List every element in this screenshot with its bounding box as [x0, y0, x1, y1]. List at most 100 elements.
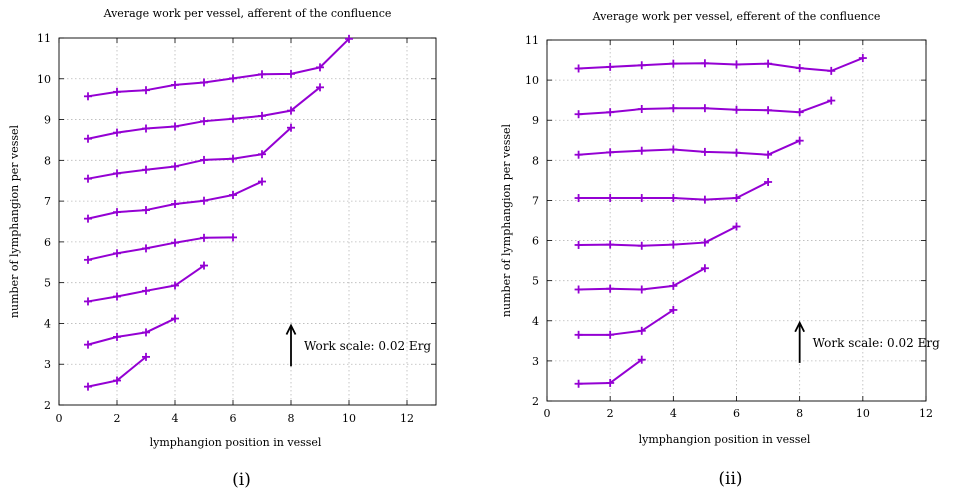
data-point: [229, 154, 237, 163]
data-point: [637, 241, 646, 250]
data-point: [316, 63, 324, 72]
data-point: [113, 169, 121, 178]
data-point: [637, 61, 646, 70]
x-tick-label: 0: [56, 412, 63, 425]
y-tick-label: 2: [44, 399, 51, 412]
data-point: [700, 195, 709, 204]
y-tick-label: 7: [532, 194, 539, 207]
subfigure-caption: (ii): [718, 469, 742, 489]
data-point: [795, 108, 804, 117]
y-tick-label: 3: [44, 358, 51, 371]
data-point: [113, 249, 121, 258]
data-point: [200, 261, 208, 270]
data-point: [764, 106, 773, 115]
data-point: [606, 240, 615, 249]
x-tick-label: 2: [607, 407, 614, 420]
x-tick-label: 4: [172, 412, 179, 425]
chart-title: Average work per vessel, efferent of the…: [592, 10, 881, 23]
data-point: [669, 305, 678, 314]
scale-arrow-head: [794, 320, 805, 333]
data-point: [229, 114, 237, 123]
x-tick-label: 12: [919, 407, 933, 420]
series-line-2: [578, 309, 674, 336]
data-point: [637, 194, 646, 203]
data-point: [827, 66, 836, 75]
y-tick-label: 4: [532, 315, 539, 328]
data-point: [229, 233, 237, 242]
x-tick-label: 4: [670, 407, 677, 420]
data-point: [142, 165, 150, 174]
y-tick-label: 5: [44, 277, 51, 290]
data-point: [637, 104, 646, 113]
data-point: [142, 286, 150, 295]
series-line-8: [578, 57, 864, 72]
x-tick-label: 8: [288, 412, 295, 425]
data-point: [732, 105, 741, 114]
data-point: [669, 194, 678, 203]
y-tick-label: 10: [525, 74, 539, 87]
data-point: [827, 96, 836, 105]
data-point: [229, 190, 237, 199]
data-point: [574, 330, 583, 339]
data-point: [142, 352, 150, 361]
data-point: [258, 70, 266, 79]
series-line-2: [87, 317, 176, 346]
x-tick-label: 10: [856, 407, 870, 420]
data-point: [637, 285, 646, 294]
data-point: [142, 86, 150, 95]
x-tick-label: 0: [544, 407, 551, 420]
data-point: [606, 62, 615, 71]
data-point: [345, 34, 353, 43]
data-point: [574, 285, 583, 294]
work-scale-label: Work scale: 0.02 Erg: [304, 339, 431, 353]
data-point: [171, 238, 179, 247]
y-tick-label: 10: [37, 73, 51, 86]
data-point: [574, 110, 583, 119]
data-point: [669, 240, 678, 249]
data-point: [795, 64, 804, 73]
data-point: [142, 244, 150, 253]
data-point: [669, 145, 678, 154]
data-point: [142, 328, 150, 337]
y-tick-label: 5: [532, 275, 539, 288]
data-point: [84, 382, 92, 391]
x-tick-label: 6: [230, 412, 237, 425]
data-point: [171, 122, 179, 131]
data-point: [637, 146, 646, 155]
data-point: [84, 134, 92, 143]
work-scale-label: Work scale: 0.02 Erg: [813, 336, 940, 350]
y-tick-label: 3: [532, 355, 539, 368]
data-point: [637, 326, 646, 335]
data-point: [84, 340, 92, 349]
data-point: [574, 150, 583, 159]
data-point: [113, 292, 121, 301]
y-tick-label: 9: [44, 114, 51, 127]
data-point: [113, 332, 121, 341]
series-line-3: [87, 264, 205, 303]
y-tick-label: 7: [44, 195, 51, 208]
y-axis-label: number of lymphangion per vessel: [8, 124, 21, 318]
x-tick-label: 10: [342, 412, 356, 425]
data-point: [732, 194, 741, 203]
data-point: [606, 378, 615, 387]
data-point: [732, 60, 741, 69]
subfigure-caption: (i): [232, 470, 251, 490]
series-line-4: [87, 236, 234, 261]
series-line-4: [578, 225, 737, 247]
data-point: [287, 106, 295, 115]
data-point: [171, 314, 179, 323]
data-point: [669, 59, 678, 68]
data-point: [142, 206, 150, 215]
data-point: [200, 233, 208, 242]
y-tick-label: 6: [44, 236, 51, 249]
data-point: [229, 74, 237, 83]
series-line-8: [87, 38, 350, 98]
data-point: [287, 123, 295, 132]
data-point: [171, 80, 179, 89]
data-point: [113, 208, 121, 217]
x-axis-label: lymphangion position in vessel: [639, 433, 811, 446]
x-tick-label: 12: [400, 412, 414, 425]
data-point: [574, 379, 583, 388]
y-axis-label: number of lymphangion per vessel: [500, 123, 513, 317]
